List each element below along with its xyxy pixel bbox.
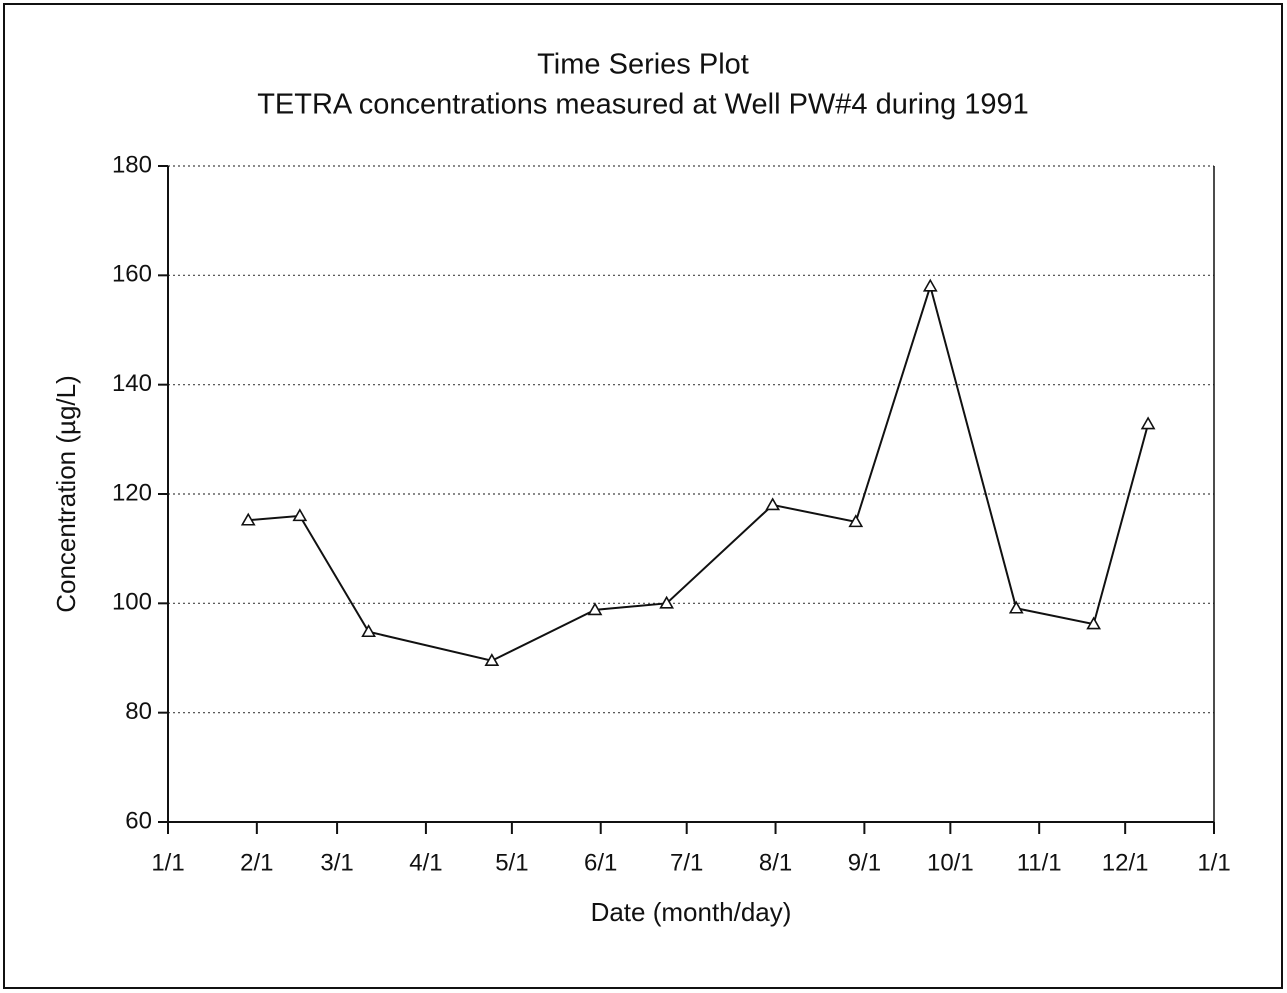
marker: [361, 624, 376, 638]
x-tick-label: 8/1: [759, 849, 792, 876]
chart-subtitle: TETRA concentrations measured at Well PW…: [257, 89, 1029, 121]
x-tick-label: 4/1: [409, 849, 442, 876]
x-tick-label: 1/1: [151, 849, 184, 876]
y-tick-label: 180: [112, 151, 152, 178]
x-tick-label: 10/1: [927, 849, 974, 876]
x-tick-label: 2/1: [240, 849, 273, 876]
y-tick-label: 80: [125, 698, 152, 725]
y-tick-label: 140: [112, 370, 152, 397]
y-tick-label: 60: [125, 807, 152, 834]
x-tick-label: 7/1: [670, 849, 703, 876]
x-tick-label: 1/1: [1197, 849, 1230, 876]
chart-title: Time Series Plot: [537, 49, 749, 81]
marker: [848, 514, 864, 528]
marker: [484, 653, 500, 667]
y-tick-label: 100: [112, 589, 152, 616]
marker: [1008, 600, 1024, 614]
x-tick-label: 12/1: [1102, 849, 1149, 876]
x-tick-label: 5/1: [495, 849, 528, 876]
marker: [240, 512, 256, 526]
marker: [765, 497, 781, 511]
x-axis-label: Date (month/day): [591, 897, 792, 927]
x-tick-label: 9/1: [848, 849, 881, 876]
marker: [292, 508, 308, 522]
y-tick-label: 160: [112, 261, 152, 288]
series-line: [248, 282, 1150, 662]
marker: [1086, 616, 1102, 630]
marker: [1140, 416, 1156, 430]
x-tick-label: 11/1: [1017, 849, 1062, 876]
y-tick-label: 120: [112, 479, 152, 506]
frame: [3, 3, 1283, 989]
marker: [587, 602, 603, 616]
marker: [922, 278, 938, 292]
x-tick-label: 3/1: [320, 849, 353, 876]
marker: [659, 595, 675, 609]
y-axis-label: Concentration (µg/L): [51, 375, 81, 613]
x-tick-label: 6/1: [584, 849, 617, 876]
